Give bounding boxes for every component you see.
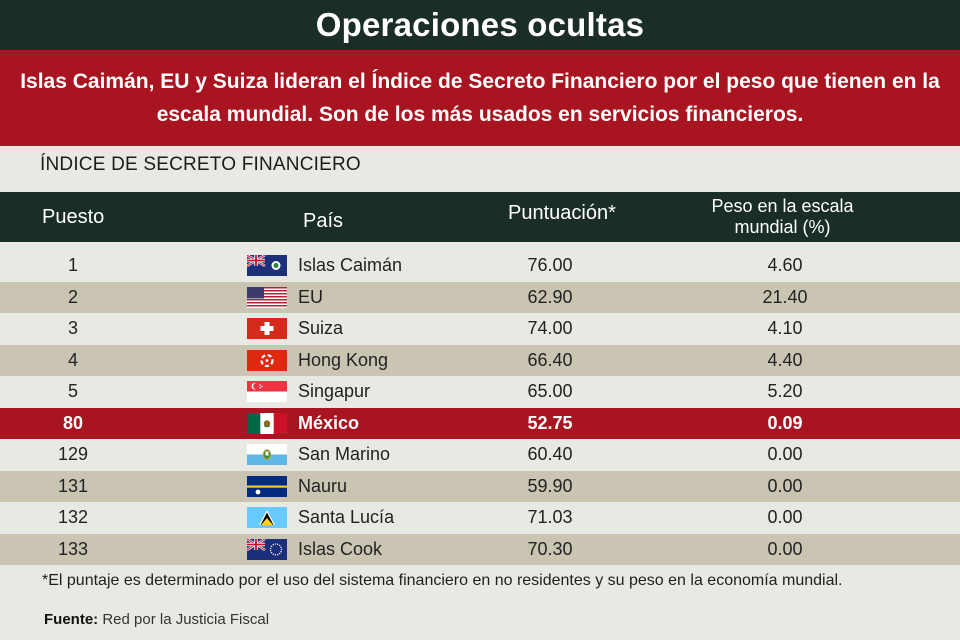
subtitle-banner: Islas Caimán, EU y Suiza lideran el Índi… <box>0 50 960 146</box>
country-cell: México <box>298 412 360 433</box>
saint-lucia-flag-icon <box>247 507 287 528</box>
country-cell: Hong Kong <box>298 349 389 370</box>
country-cell: EU <box>298 286 324 307</box>
table-row: 5 Singapur 65.00 5.20 <box>0 376 960 407</box>
usa-flag-icon <box>247 286 287 308</box>
rank-cell: 4 <box>67 349 78 370</box>
weight-cell: 0.00 <box>767 507 803 527</box>
score-cell: 66.40 <box>527 349 573 370</box>
score-cell: 62.90 <box>527 286 573 307</box>
switzerland-flag-icon <box>247 318 287 339</box>
country-cell: Suiza <box>298 318 344 338</box>
country-cell: Nauru <box>298 475 348 496</box>
rank-cell: 2 <box>67 286 78 307</box>
score-cell: 76.00 <box>527 255 573 275</box>
singapore-flag-icon <box>247 381 287 402</box>
mexico-flag-icon <box>247 412 287 434</box>
table-row: 132 Santa Lucía 71.03 0.00 <box>0 502 960 533</box>
rank-cell: 1 <box>67 255 78 275</box>
title-text: Operaciones ocultas <box>315 6 645 43</box>
weight-cell: 0.00 <box>767 444 803 464</box>
weight-cell: 0.00 <box>767 538 803 559</box>
table-row: 80 México 52.75 0.09 <box>0 407 960 439</box>
score-cell: 65.00 <box>527 381 573 401</box>
rank-cell: 129 <box>57 444 89 464</box>
score-cell: 60.40 <box>527 444 573 464</box>
weight-cell: 21.40 <box>762 286 808 307</box>
section-label: ÍNDICE DE SECRETO FINANCIERO <box>40 154 361 175</box>
table-row: 131 Nauru 59.90 0.00 <box>0 470 960 502</box>
score-cell: 59.90 <box>527 475 573 496</box>
subtitle-text: Islas Caimán, EU y Suiza lideran el Índi… <box>20 70 940 126</box>
country-cell: Islas Cook <box>298 538 383 559</box>
score-cell: 74.00 <box>527 318 573 338</box>
table-row: 1 Islas Caimán 76.00 4.60 <box>0 250 960 281</box>
weight-cell: 4.60 <box>767 255 803 275</box>
table-header: Puesto País Puntuación* Peso en la escal… <box>0 192 960 242</box>
country-cell: Islas Caimán <box>298 255 403 275</box>
hong-kong-flag-icon <box>247 349 287 371</box>
rank-cell: 132 <box>57 507 89 527</box>
header-rank: Puesto <box>42 205 105 228</box>
san-marino-flag-icon <box>247 444 287 465</box>
table-row: 4 Hong Kong 66.40 4.40 <box>0 344 960 376</box>
cayman-flag-icon <box>247 255 287 276</box>
page-title: Operaciones ocultas <box>0 0 960 50</box>
score-cell: 71.03 <box>527 507 573 527</box>
header-score: Puntuación* <box>508 201 616 224</box>
country-cell: San Marino <box>298 444 391 464</box>
header-weight: Peso en la escala mundial (%) <box>711 196 854 237</box>
weight-cell: 4.40 <box>767 349 803 370</box>
rank-cell: 131 <box>57 475 89 496</box>
cook-islands-flag-icon <box>247 538 287 560</box>
nauru-flag-icon <box>247 475 287 497</box>
score-cell: 52.75 <box>527 412 573 433</box>
table-row: 2 EU 62.90 21.40 <box>0 281 960 313</box>
rank-cell: 80 <box>62 412 84 433</box>
header-country: País <box>303 209 344 232</box>
source-label: Fuente: <box>44 611 99 628</box>
country-cell: Santa Lucía <box>298 507 395 527</box>
weight-cell: 4.10 <box>767 318 803 338</box>
weight-cell: 5.20 <box>767 381 803 401</box>
table-row: 133 Islas Cook 70.30 0.00 <box>0 533 960 565</box>
table-body: 1 Islas Caimán 76.00 4.60 2 EU 62.90 21.40 3 Suiz… <box>0 250 960 565</box>
score-cell: 70.30 <box>527 538 573 559</box>
source-text: Red por la Justicia Fiscal <box>98 611 270 628</box>
table-row: 129 San Marino 60.40 0.00 <box>0 439 960 470</box>
footnote: *El puntaje es determinado por el uso de… <box>42 572 843 589</box>
rank-cell: 3 <box>67 318 78 338</box>
table-row: 3 Suiza 74.00 4.10 <box>0 313 960 344</box>
country-cell: Singapur <box>298 381 371 401</box>
weight-cell: 0.00 <box>767 475 803 496</box>
rank-cell: 5 <box>67 381 78 401</box>
rank-cell: 133 <box>57 538 89 559</box>
weight-cell: 0.09 <box>767 412 803 433</box>
source-line: Fuente: Red por la Justicia Fiscal <box>44 611 269 628</box>
